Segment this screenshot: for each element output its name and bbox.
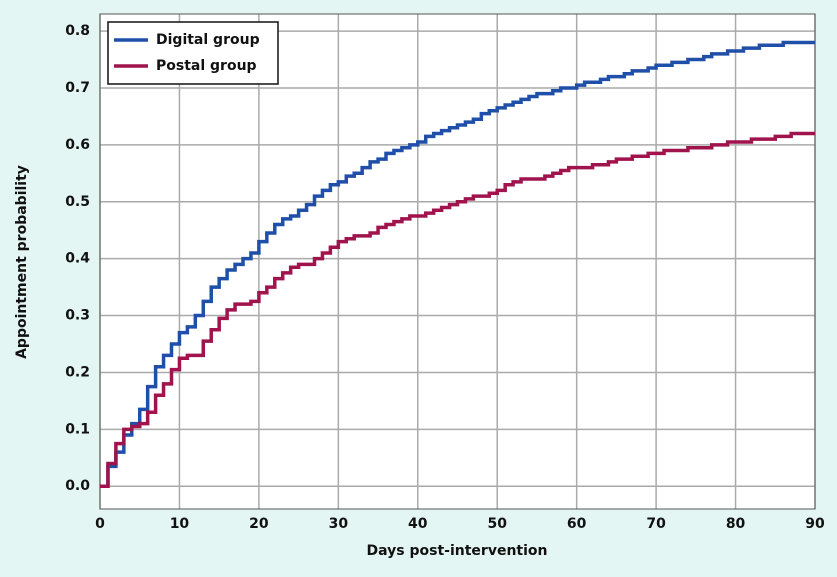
- y-tick-label: 0.7: [65, 80, 90, 96]
- x-tick-label: 50: [487, 516, 507, 532]
- y-tick-label: 0.0: [65, 478, 90, 494]
- x-tick-label: 90: [805, 516, 825, 532]
- plot-border: [99, 13, 816, 510]
- y-tick-label: 0.3: [65, 308, 90, 324]
- y-axis-label: Appointment probability: [14, 165, 30, 359]
- x-tick-label: 10: [170, 516, 190, 532]
- x-tick-label: 0: [95, 516, 105, 532]
- x-tick-label: 40: [408, 516, 428, 532]
- x-tick-label: 20: [249, 516, 269, 532]
- series-line: [100, 40, 815, 488]
- x-tick-label: 60: [567, 516, 587, 532]
- y-tick-label: 0.6: [65, 137, 90, 153]
- legend-label: Postal group: [156, 58, 257, 74]
- y-tick-label: 0.4: [65, 251, 90, 267]
- x-axis-label: Days post-intervention: [367, 543, 548, 559]
- series-line: [100, 131, 815, 488]
- y-tick-label: 0.2: [65, 364, 90, 380]
- legend-label: Digital group: [156, 32, 260, 48]
- y-tick-label: 0.8: [65, 23, 90, 39]
- legend-box: [107, 21, 279, 85]
- plot-area: [100, 14, 815, 509]
- y-tick-label: 0.1: [65, 421, 90, 437]
- y-tick-label: 0.5: [65, 194, 90, 210]
- x-tick-label: 30: [329, 516, 349, 532]
- x-tick-label: 70: [646, 516, 666, 532]
- x-tick-label: 80: [726, 516, 746, 532]
